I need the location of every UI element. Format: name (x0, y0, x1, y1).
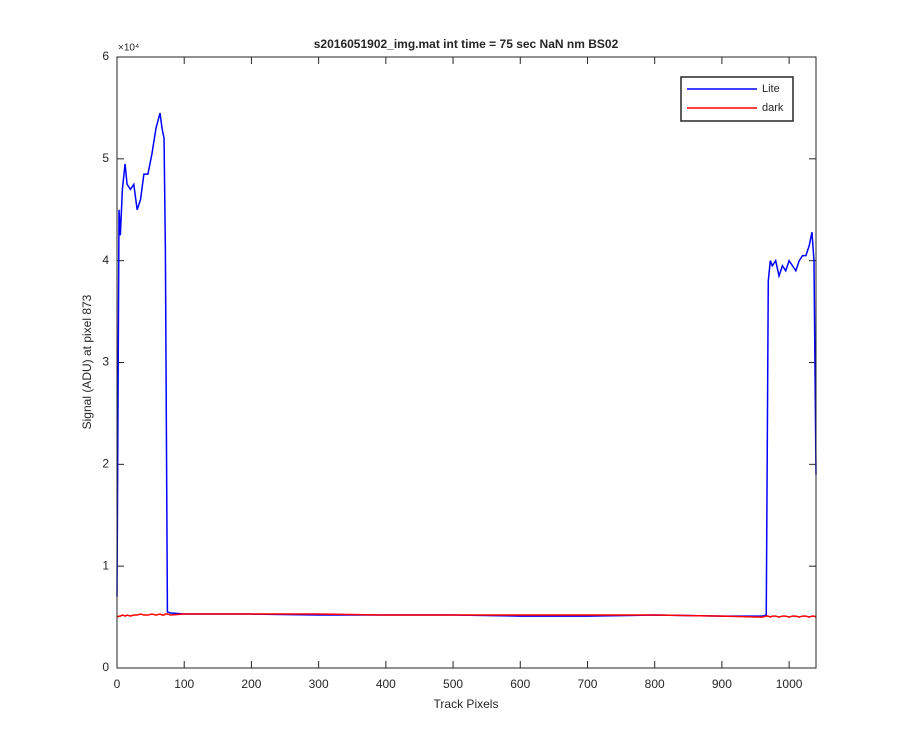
series-line (116, 613, 817, 618)
chart-title: s2016051902_img.mat int time = 75 sec Na… (314, 37, 619, 51)
y-exponent-label: ×10⁴ (118, 43, 139, 54)
y-tick-label: 3 (102, 355, 109, 369)
y-tick-label: 5 (102, 151, 109, 165)
x-axis-label: Track Pixels (434, 697, 499, 711)
legend-box (680, 76, 794, 122)
x-tick-label: 1000 (776, 677, 803, 691)
x-tick-label: 100 (174, 677, 194, 691)
y-tick-label: 2 (102, 457, 109, 471)
x-tick-label: 700 (577, 677, 597, 691)
legend-label: Lite (762, 83, 780, 95)
y-tick-label: 6 (102, 49, 109, 63)
x-tick-label: 800 (645, 677, 665, 691)
axes-box (116, 56, 817, 669)
legend-label: dark (762, 102, 784, 114)
x-tick-label: 400 (376, 677, 396, 691)
plot-area (117, 57, 816, 668)
x-tick-label: 600 (510, 677, 530, 691)
x-tick-label: 300 (309, 677, 329, 691)
y-axis-label: Signal (ADU) at pixel 873 (80, 294, 94, 429)
y-tick-label: 4 (102, 253, 109, 267)
x-tick-label: 500 (443, 677, 463, 691)
x-tick-label: 0 (114, 677, 121, 691)
x-tick-label: 900 (712, 677, 732, 691)
y-tick-label: 0 (102, 660, 109, 674)
x-tick-label: 200 (241, 677, 261, 691)
y-tick-label: 1 (102, 558, 109, 572)
